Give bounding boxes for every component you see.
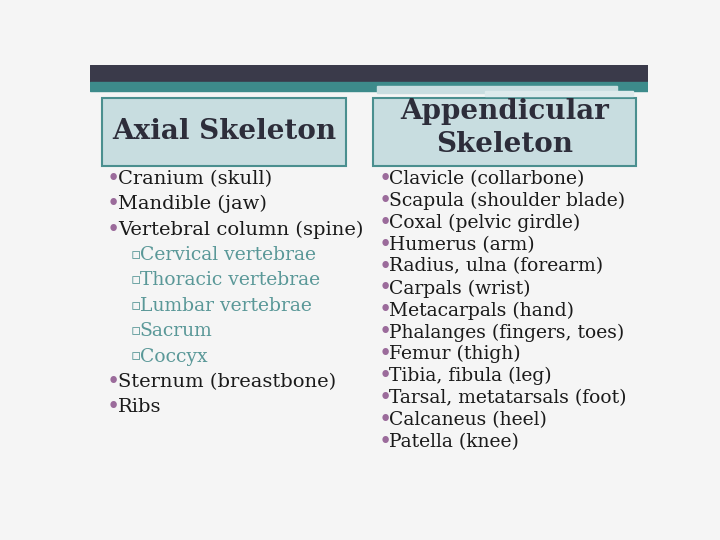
Text: •: • xyxy=(378,321,392,343)
Text: •: • xyxy=(107,219,120,241)
Text: ▫: ▫ xyxy=(130,349,140,363)
Text: Tibia, fibula (leg): Tibia, fibula (leg) xyxy=(389,367,552,386)
Bar xyxy=(485,91,632,96)
Text: ▫: ▫ xyxy=(130,273,140,287)
Text: ▫: ▫ xyxy=(130,324,140,338)
Text: Mandible (jaw): Mandible (jaw) xyxy=(118,195,267,213)
Text: Appendicular
Skeleton: Appendicular Skeleton xyxy=(400,98,609,158)
Text: Scapula (shoulder blade): Scapula (shoulder blade) xyxy=(389,192,625,210)
Text: •: • xyxy=(107,168,120,190)
Text: Thoracic vertebrae: Thoracic vertebrae xyxy=(140,272,320,289)
Text: Metacarpals (hand): Metacarpals (hand) xyxy=(389,301,574,320)
Text: Femur (thigh): Femur (thigh) xyxy=(389,345,521,363)
Text: Phalanges (fingers, toes): Phalanges (fingers, toes) xyxy=(389,323,624,341)
Text: Tarsal, metatarsals (foot): Tarsal, metatarsals (foot) xyxy=(389,389,626,407)
Text: •: • xyxy=(378,234,392,255)
Text: •: • xyxy=(107,193,120,215)
Text: Coccyx: Coccyx xyxy=(140,348,207,366)
Text: Axial Skeleton: Axial Skeleton xyxy=(112,118,336,145)
Text: Cervical vertebrae: Cervical vertebrae xyxy=(140,246,315,264)
Text: •: • xyxy=(378,255,392,278)
Text: •: • xyxy=(378,365,392,387)
Bar xyxy=(102,98,346,166)
Text: •: • xyxy=(378,409,392,431)
Text: •: • xyxy=(107,371,120,393)
Text: Ribs: Ribs xyxy=(118,399,161,416)
Text: Radius, ulna (forearm): Radius, ulna (forearm) xyxy=(389,258,603,275)
Text: •: • xyxy=(107,396,120,419)
Text: •: • xyxy=(378,168,392,190)
Text: •: • xyxy=(378,387,392,409)
Text: Cranium (skull): Cranium (skull) xyxy=(118,170,272,188)
Text: Coxal (pelvic girdle): Coxal (pelvic girdle) xyxy=(389,213,580,232)
Text: Clavicle (collarbone): Clavicle (collarbone) xyxy=(389,170,585,188)
Text: Lumbar vertebrae: Lumbar vertebrae xyxy=(140,297,312,315)
Text: •: • xyxy=(378,212,392,234)
Text: Vertebral column (spine): Vertebral column (spine) xyxy=(118,220,364,239)
Text: Sternum (breastbone): Sternum (breastbone) xyxy=(118,373,336,391)
Text: Humerus (arm): Humerus (arm) xyxy=(389,235,535,254)
Text: Calcaneus (heel): Calcaneus (heel) xyxy=(389,411,547,429)
Text: •: • xyxy=(378,190,392,212)
Bar xyxy=(90,82,648,91)
Text: ▫: ▫ xyxy=(130,248,140,262)
Text: Sacrum: Sacrum xyxy=(140,322,212,340)
Text: •: • xyxy=(378,431,392,453)
Bar xyxy=(377,86,617,92)
Text: ▫: ▫ xyxy=(130,299,140,313)
Text: •: • xyxy=(378,343,392,366)
Bar xyxy=(90,65,648,82)
Text: •: • xyxy=(378,278,392,300)
Text: •: • xyxy=(378,299,392,321)
Bar xyxy=(373,98,636,166)
Text: Carpals (wrist): Carpals (wrist) xyxy=(389,279,531,298)
Text: Patella (knee): Patella (knee) xyxy=(389,433,519,451)
